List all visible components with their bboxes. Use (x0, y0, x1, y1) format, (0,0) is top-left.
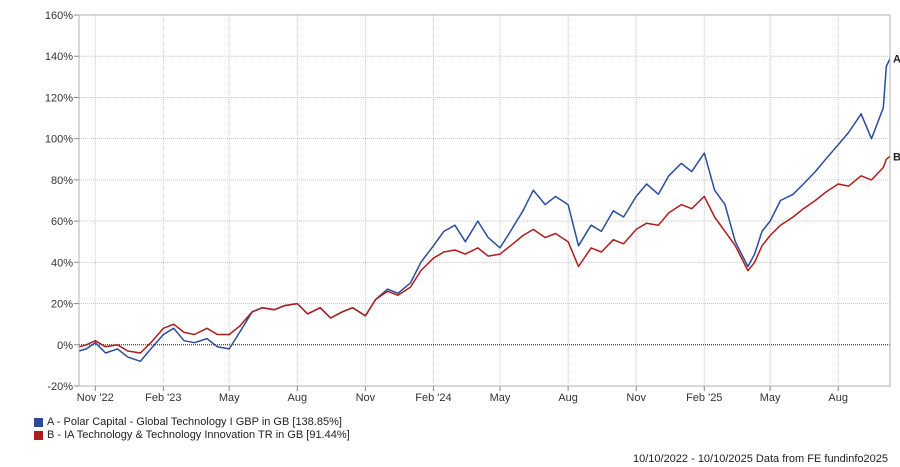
y-tick-label: 0% (57, 340, 73, 352)
series-lines (78, 58, 891, 363)
y-tick-label: 100% (45, 134, 73, 146)
series-line-a (78, 58, 891, 363)
y-tick-label: 120% (45, 92, 73, 104)
x-tick-label: May (219, 392, 240, 404)
legend: A - Polar Capital - Global Technology I … (34, 416, 350, 442)
x-tick-label: Aug (288, 392, 308, 404)
x-tick-label: Nov (356, 392, 376, 404)
legend-swatch-b (34, 431, 43, 440)
plot-border (78, 14, 891, 387)
x-tick-label: Feb '25 (686, 392, 722, 404)
y-tick-label: 20% (51, 299, 73, 311)
legend-item-a: A - Polar Capital - Global Technology I … (34, 416, 350, 429)
series-end-labels: AB (893, 54, 900, 164)
x-tick-label: Aug (828, 392, 848, 404)
series-end-label-a: A (893, 54, 900, 66)
series-line-b (78, 155, 891, 354)
x-tick-label: Nov (626, 392, 646, 404)
legend-swatch-a (34, 418, 43, 427)
y-tick-label: 40% (51, 257, 73, 269)
y-tick-label: 140% (45, 51, 73, 63)
y-tick-label: 160% (45, 10, 73, 22)
legend-label-b: B - IA Technology & Technology Innovatio… (47, 429, 350, 441)
x-tick-label: Nov '22 (77, 392, 114, 404)
legend-label-a: A - Polar Capital - Global Technology I … (47, 416, 342, 428)
x-tick-label: May (760, 392, 781, 404)
footer-date-range-source: 10/10/2022 - 10/10/2025 Data from FE fun… (632, 453, 888, 465)
y-tick-label: 80% (51, 175, 73, 187)
legend-item-b: B - IA Technology & Technology Innovatio… (34, 429, 350, 442)
y-tick-label: 60% (51, 216, 73, 228)
x-tick-label: May (490, 392, 511, 404)
x-tick-label: Feb '24 (415, 392, 451, 404)
series-end-label-b: B (893, 151, 900, 163)
x-tick-label: Feb '23 (145, 392, 181, 404)
y-tick-label: -20% (47, 381, 73, 393)
y-axis-ticks: 160% 140% 120% 100% 80% 60% 40% 20% 0% -20% (45, 10, 79, 393)
grid-lines (79, 14, 890, 387)
x-axis-ticks: Nov '22 Feb '23 May Aug Nov Feb '24 May Aug Nov F… (77, 386, 848, 404)
x-tick-label: Aug (558, 392, 578, 404)
